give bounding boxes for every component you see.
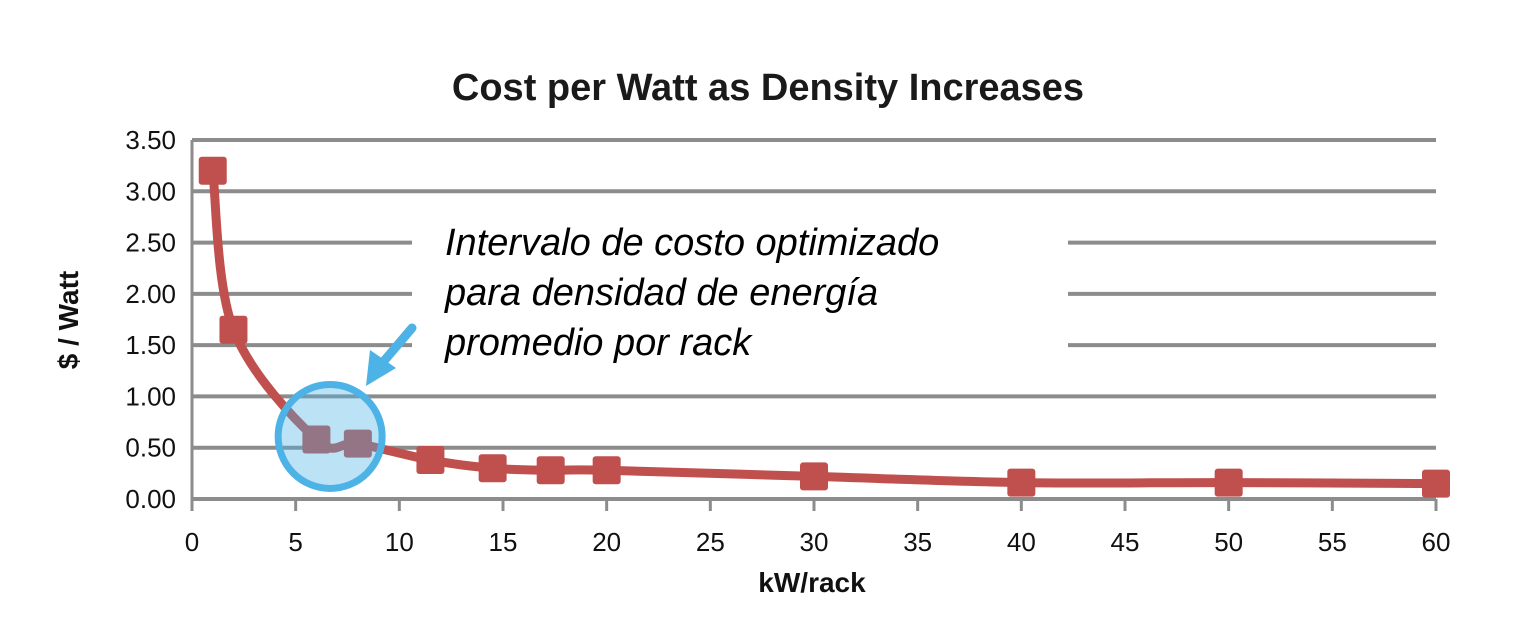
data-point-marker [219, 315, 248, 344]
x-tick-label: 35 [903, 527, 932, 557]
x-tick-label: 40 [1007, 527, 1036, 557]
y-tick-label: 3.50 [125, 125, 176, 155]
y-tick-label: 1.00 [125, 381, 176, 411]
chart-title: Cost per Watt as Density Increases [452, 67, 1084, 109]
x-tick-label: 10 [385, 527, 414, 557]
y-tick-label: 2.00 [125, 279, 176, 309]
x-tick-label: 45 [1111, 527, 1140, 557]
y-axis-label: $ / Watt [53, 271, 84, 370]
data-point-marker [343, 429, 372, 458]
data-point-marker [1422, 469, 1450, 498]
highlight-circle [274, 380, 386, 492]
y-axis-ticks: 0.00 0.50 1.00 1.50 2.00 2.50 3.00 3.50 [125, 125, 176, 514]
data-point-marker [800, 462, 828, 491]
y-tick-label: 3.00 [125, 176, 176, 206]
annotation-background [412, 210, 1068, 370]
data-point-marker [478, 454, 507, 483]
y-tick-label: 2.50 [125, 228, 176, 258]
data-point-marker [1007, 468, 1036, 497]
x-axis-label: kW/rack [758, 567, 866, 598]
x-axis-ticks: 0 5 10 15 20 25 30 35 40 45 50 55 60 [185, 499, 1451, 557]
y-tick-label: 0.00 [125, 484, 176, 514]
annotation-line-2: para densidad de energía [444, 272, 878, 314]
x-tick-label: 50 [1214, 527, 1243, 557]
data-point-marker [1214, 468, 1243, 497]
x-tick-label: 20 [592, 527, 621, 557]
annotation-text: Intervalo de costo optimizado para densi… [444, 222, 939, 364]
x-tick-label: 5 [288, 527, 302, 557]
annotation-line-1: Intervalo de costo optimizado [445, 222, 939, 264]
x-tick-label: 25 [696, 527, 725, 557]
data-point-marker [592, 456, 621, 485]
data-point-marker [302, 425, 331, 454]
annotation-line-3: promedio por rack [444, 322, 753, 364]
data-point-marker [416, 446, 445, 475]
x-tick-label: 60 [1422, 527, 1451, 557]
y-tick-label: 1.50 [125, 330, 176, 360]
y-tick-label: 0.50 [125, 433, 176, 463]
highlight-layer [274, 323, 417, 492]
x-tick-label: 0 [185, 527, 199, 557]
data-point-marker [198, 156, 227, 185]
x-tick-label: 55 [1318, 527, 1347, 557]
series-layer [198, 156, 1450, 498]
x-tick-label: 15 [489, 527, 518, 557]
highlight-arrow-shaft [379, 323, 417, 366]
highlight-arrow-head [366, 350, 396, 386]
data-point-marker [536, 456, 565, 485]
x-tick-label: 30 [800, 527, 829, 557]
